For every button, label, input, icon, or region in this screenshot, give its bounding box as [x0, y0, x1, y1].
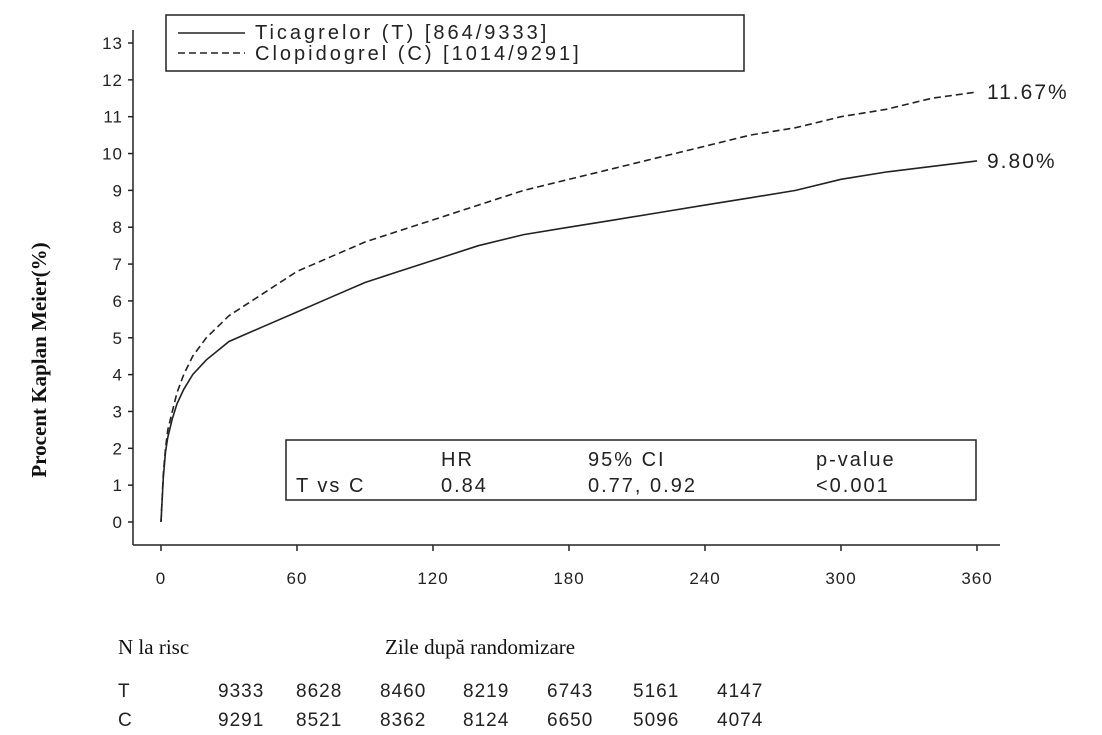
y-tick-label: 11 — [103, 108, 123, 127]
x-tick-label: 60 — [287, 569, 308, 588]
risk-table: T C 9333 8628 8460 8219 6743 5161 4147 9291 8521… — [118, 681, 763, 731]
curves: 9.80% 11.67% — [160, 81, 1069, 523]
y-tick-label: 5 — [113, 329, 123, 348]
risk-row-label-c: C — [118, 710, 133, 731]
x-tick-label: 180 — [553, 569, 584, 588]
y-tick-label: 6 — [113, 292, 123, 311]
x-axis-label: Zile după randomizare — [385, 635, 575, 659]
y-tick-label: 4 — [113, 366, 123, 385]
y-tick-label: 2 — [113, 439, 123, 458]
y-tick-label: 9 — [113, 181, 123, 200]
stats-header-hr: HR — [441, 449, 474, 471]
risk-cell: 9291 — [218, 710, 264, 731]
stats-row-label: T vs C — [296, 475, 365, 497]
series-line-ticagrelor — [160, 160, 978, 523]
risk-cell: 6650 — [547, 710, 593, 731]
x-axis: 0 60 120 180 240 300 360 — [133, 544, 1000, 588]
stats-value-pvalue: <0.001 — [816, 475, 890, 497]
risk-cell: 8124 — [463, 710, 509, 731]
x-tick-label: 120 — [417, 569, 448, 588]
risk-cell: 8362 — [380, 710, 426, 731]
legend-entry-clopidogrel: Clopidogrel (C) [1014/9291] — [255, 43, 582, 65]
risk-cell: 6743 — [547, 681, 593, 702]
x-tick-label: 240 — [689, 569, 720, 588]
legend-entry-ticagrelor: Ticagrelor (T) [864/9333] — [255, 22, 549, 44]
hazard-ratio-table: HR 95% CI p-value T vs C 0.84 0.77, 0.92… — [285, 439, 977, 501]
y-tick-label: 12 — [102, 71, 123, 90]
legend-box — [165, 14, 745, 72]
y-tick-label: 13 — [102, 34, 123, 53]
risk-cell: 4147 — [717, 681, 763, 702]
risk-cell: 9333 — [218, 681, 264, 702]
risk-cell: 5096 — [633, 710, 679, 731]
risk-cell: 8219 — [463, 681, 509, 702]
stats-value-ci: 0.77, 0.92 — [588, 475, 697, 497]
stats-box — [285, 439, 977, 501]
y-tick-label: 10 — [102, 145, 123, 164]
risk-cell: 8460 — [380, 681, 426, 702]
stats-header-pvalue: p-value — [816, 449, 896, 471]
y-tick-label: 0 — [113, 513, 123, 532]
series-line-clopidogrel — [160, 91, 978, 523]
y-axis-label: Procent Kaplan Meier(%) — [27, 242, 51, 477]
stats-value-hr: 0.84 — [441, 475, 488, 497]
y-tick-label: 7 — [113, 255, 123, 274]
risk-cell: 5161 — [633, 681, 679, 702]
y-tick-label: 3 — [113, 402, 123, 421]
stats-header-ci: 95% CI — [588, 449, 666, 471]
y-tick-label: 1 — [113, 476, 123, 495]
risk-row-label-t: T — [118, 681, 131, 702]
end-label-clopidogrel: 11.67% — [987, 81, 1069, 104]
risk-cell: 8521 — [296, 710, 342, 731]
x-tick-label: 300 — [825, 569, 856, 588]
risk-cell: 8628 — [296, 681, 342, 702]
x-tick-label: 360 — [961, 569, 992, 588]
legend: Ticagrelor (T) [864/9333] Clopidogrel (C… — [165, 14, 745, 72]
x-tick-label: 0 — [156, 569, 166, 588]
risk-cell: 4074 — [717, 710, 763, 731]
y-tick-label: 8 — [113, 218, 123, 237]
end-label-ticagrelor: 9.80% — [987, 150, 1057, 173]
risk-table-title: N la risc — [118, 635, 189, 659]
